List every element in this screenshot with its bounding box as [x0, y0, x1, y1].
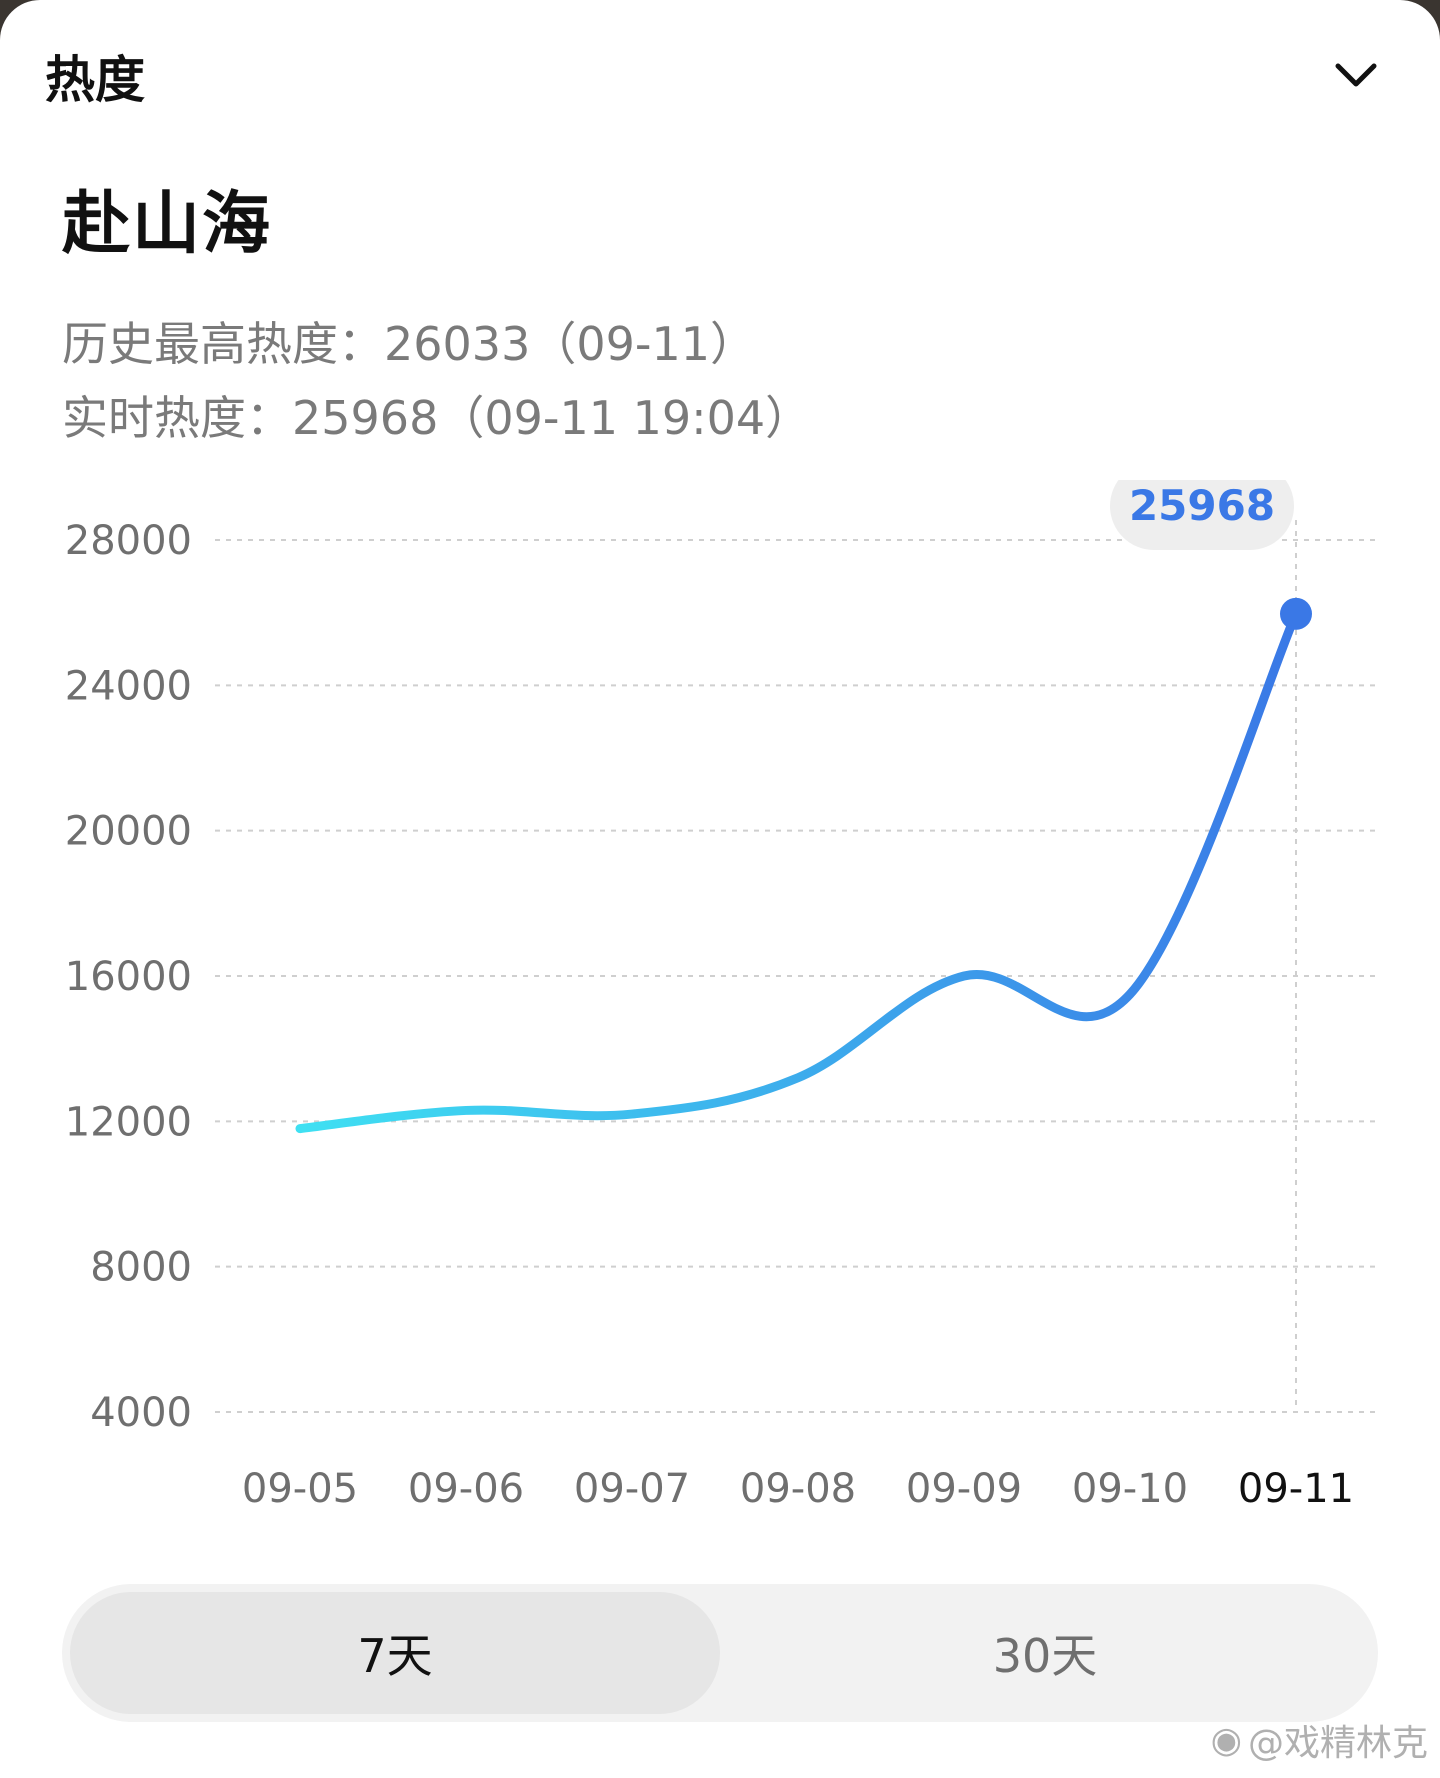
live-heat: 实时热度：25968（09-11 19:04） — [62, 391, 812, 445]
peak-heat: 历史最高热度：26033（09-11） — [62, 317, 756, 371]
y-tick-label: 24000 — [65, 663, 192, 709]
x-tick-label: 09-10 — [1072, 1466, 1188, 1512]
x-tick-label: 09-07 — [574, 1466, 690, 1512]
y-tick-label: 8000 — [90, 1245, 192, 1291]
chevron-down-icon[interactable] — [1330, 50, 1382, 102]
y-tick-label: 28000 — [65, 518, 192, 564]
x-tick-label: 09-08 — [740, 1466, 856, 1512]
highlight-point — [1280, 597, 1312, 630]
x-tick-label: 09-05 — [242, 1466, 358, 1512]
show-title: 赴山海 — [62, 185, 273, 264]
x-tick-label: 09-06 — [408, 1466, 524, 1512]
watermark-text: @戏精林克 — [1247, 1723, 1428, 1764]
x-tick-label: 09-09 — [906, 1466, 1022, 1512]
section-title: 热度 — [45, 51, 145, 109]
y-tick-label: 12000 — [65, 1099, 192, 1145]
heat-line-chart: 28000 24000 20000 16000 12000 8000 4000 09-05 09… — [65, 480, 1375, 1512]
y-tick-label: 4000 — [90, 1390, 192, 1436]
heat-series-line — [295, 609, 1301, 1134]
value-bubble — [1110, 480, 1294, 550]
value-bubble-label: 25968 — [1129, 481, 1275, 530]
y-tick-label: 16000 — [65, 954, 192, 1000]
tab-30-days[interactable]: 30天 — [992, 1629, 1098, 1683]
x-tick-label: 09-11 — [1238, 1466, 1354, 1512]
y-tick-label: 20000 — [65, 809, 192, 855]
watermark: ◉ @戏精林克 — [1211, 1714, 1428, 1766]
weibo-icon: ◉ — [1210, 1719, 1242, 1761]
tab-7-days[interactable]: 7天 — [70, 1592, 720, 1714]
range-selector: 7天 30天 — [62, 1584, 1378, 1722]
